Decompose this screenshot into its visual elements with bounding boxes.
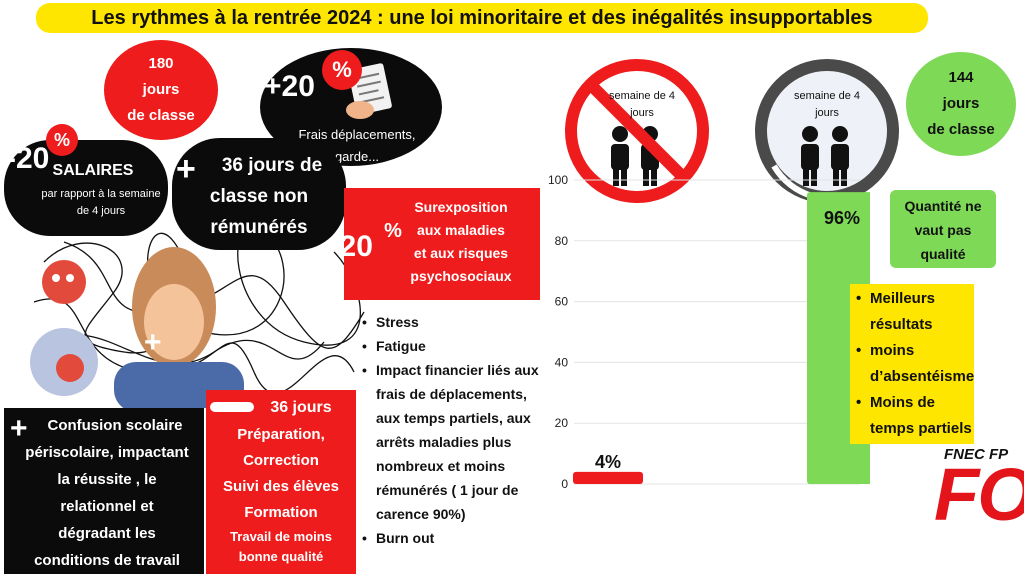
salary-subtitle: par rapport à la semaine de 4 jours: [41, 188, 161, 217]
days-180-circle: 180 jours de classe: [104, 40, 218, 140]
y-tick-label: 20: [555, 416, 569, 430]
no-four-day-week-label: semaine de 4 jours: [608, 90, 676, 119]
days-144-label: de classe: [927, 121, 995, 138]
confusion-line: conditions de travail: [34, 552, 180, 569]
no-four-day-week-sign: [565, 59, 709, 203]
list-item: Stress: [360, 310, 546, 334]
costs-pct-badge: %: [322, 50, 362, 90]
benefits-list: Meilleurs résultats moins d’absentéisme …: [850, 284, 974, 444]
overexposure-pct-badge: %: [376, 214, 410, 248]
quality-line: Quantité ne: [904, 198, 982, 214]
comparison-bar-chart: 0 20 40 60 80 100 4% 96%: [548, 173, 870, 491]
page-title: Les rythmes à la rentrée 2024 : une loi …: [36, 3, 928, 33]
fo-logo: FO: [934, 453, 1024, 536]
costs-text: Frais déplacements, garde...: [298, 127, 416, 164]
list-item: Moins de temps partiels: [856, 390, 974, 442]
extra-days-foot: bonne qualité: [238, 549, 324, 564]
quality-line: vaut pas: [914, 222, 972, 238]
minus-icon: [210, 402, 254, 412]
plus-icon: +: [10, 412, 28, 445]
list-item: Burn out: [360, 526, 546, 550]
days-144-circle: 144 jours de classe: [906, 52, 1016, 156]
extra-days-line: Formation: [244, 504, 318, 521]
confusion-line: la réussite , le: [57, 471, 157, 488]
overexposure-badge-text: +20: [322, 230, 373, 263]
list-item: Fatigue: [360, 334, 546, 358]
confusion-line: Confusion scolaire: [47, 417, 183, 434]
list-item: moins d’absentéisme: [856, 338, 974, 390]
costs-badge-text: +20: [264, 70, 315, 103]
overexposure-line: Surexposition: [414, 199, 508, 215]
salary-badge-text: -20: [6, 142, 50, 175]
overexposure-line: et aux risques: [413, 245, 509, 261]
salary-pct: %: [53, 129, 70, 150]
fnec-fp-logo-text: FNEC FP: [944, 446, 1009, 463]
y-tick-label: 80: [555, 234, 569, 248]
quality-line: qualité: [920, 246, 966, 262]
days-144-number: 144: [948, 69, 974, 86]
costs-pct: %: [332, 57, 352, 82]
days-180-label: de classe: [127, 107, 195, 124]
y-tick-label: 40: [555, 355, 569, 369]
y-tick-label: 60: [555, 295, 569, 309]
days-144-unit: jours: [942, 95, 980, 112]
quality-box: Quantité ne vaut pas qualité: [890, 190, 996, 268]
confusion-box: Confusion scolaire périscolaire, impacta…: [4, 408, 204, 574]
extra-days-head: 36 jours: [270, 399, 332, 416]
plus-icon: +: [144, 326, 162, 359]
y-tick-label: 100: [548, 173, 568, 187]
salary-bubble: [4, 140, 168, 236]
confusion-line: dégradant les: [58, 525, 156, 542]
chart-bar: [573, 471, 643, 484]
stressed-person-illustration: [30, 226, 365, 408]
extra-days-line: Correction: [243, 452, 319, 469]
confusion-line: périscolaire, impactant: [25, 444, 189, 461]
four-day-week-label: semaine de 4 jours: [793, 90, 861, 119]
extra-days-line: Préparation,: [237, 426, 325, 443]
list-item: Meilleurs résultats: [856, 286, 974, 338]
bar-data-label: 96%: [824, 208, 860, 228]
plus-icon: +: [36, 236, 54, 269]
overexposure-line: psychosociaux: [410, 268, 512, 284]
impact-list: Stress Fatigue Impact financier liés aux…: [360, 310, 546, 550]
extra-days-box: 36 jours Préparation, Correction Suivi d…: [206, 390, 356, 574]
salary-title: SALAIRES: [52, 162, 134, 179]
unpaid-days-bubble: 36 jours de classe non rémunérés: [172, 138, 346, 250]
bar-data-label: 4%: [595, 452, 621, 472]
y-tick-label: 0: [561, 477, 568, 491]
overexposure-line: aux maladies: [417, 222, 505, 238]
days-180-unit: jours: [142, 81, 180, 98]
salary-pct-badge: %: [46, 124, 78, 156]
days-180-number: 180: [148, 55, 174, 72]
unpaid-days-line: 36 jours de: [221, 155, 323, 176]
confusion-line: relationnel et: [60, 498, 154, 515]
overexposure-pct: %: [384, 219, 402, 242]
plus-icon: +: [176, 150, 196, 188]
unpaid-days-line: rémunérés: [210, 217, 308, 238]
list-item: Impact financier liés aux frais de dépla…: [360, 358, 546, 526]
unpaid-days-line: classe non: [209, 186, 309, 207]
overexposure-box: Surexposition aux maladies et aux risque…: [344, 188, 540, 300]
extra-days-line: Suivi des élèves: [223, 478, 339, 495]
extra-days-foot: Travail de moins: [230, 529, 332, 544]
